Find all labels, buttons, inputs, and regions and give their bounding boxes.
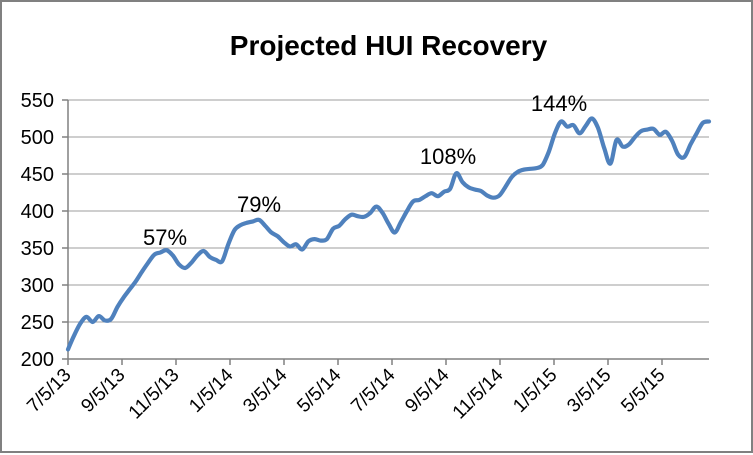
y-tick-label: 200 [21, 349, 54, 371]
x-tick-label: 1/5/15 [509, 365, 561, 417]
y-tick-label: 550 [21, 90, 54, 112]
gain-annotation: 108% [420, 144, 476, 169]
x-tick-label: 7/5/13 [23, 365, 75, 417]
axes [67, 100, 709, 360]
gridlines [68, 99, 709, 323]
x-tick-label: 9/5/14 [401, 364, 454, 417]
x-tick-label: 3/5/14 [239, 364, 292, 417]
x-tick-label: 3/5/15 [563, 365, 615, 417]
x-tick-label: 5/5/14 [293, 364, 346, 417]
gain-annotation: 79% [237, 192, 281, 217]
gain-annotation: 144% [531, 91, 587, 116]
x-tick-label: 5/5/15 [617, 365, 669, 417]
chart-title: Projected HUI Recovery [229, 30, 548, 61]
y-tick-label: 450 [21, 164, 54, 186]
y-tick-label: 350 [21, 238, 54, 260]
gain-annotation: 57% [143, 225, 187, 250]
x-tick-label: 11/5/14 [449, 364, 508, 423]
hui-series-line [65, 116, 712, 352]
y-tick-label: 400 [21, 201, 54, 223]
y-axis-labels: 200 250 300 350 400 450 500 550 [21, 90, 68, 371]
y-tick-label: 300 [21, 275, 54, 297]
x-tick-label: 11/5/13 [125, 365, 184, 424]
x-tick-label: 7/5/14 [347, 364, 400, 417]
gain-annotations: 57% 79% 108% 144% [143, 91, 587, 250]
x-tick-label: 1/5/14 [185, 364, 238, 417]
y-tick-label: 500 [21, 127, 54, 149]
y-tick-label: 250 [21, 312, 54, 334]
x-tick-label: 9/5/13 [77, 365, 129, 417]
